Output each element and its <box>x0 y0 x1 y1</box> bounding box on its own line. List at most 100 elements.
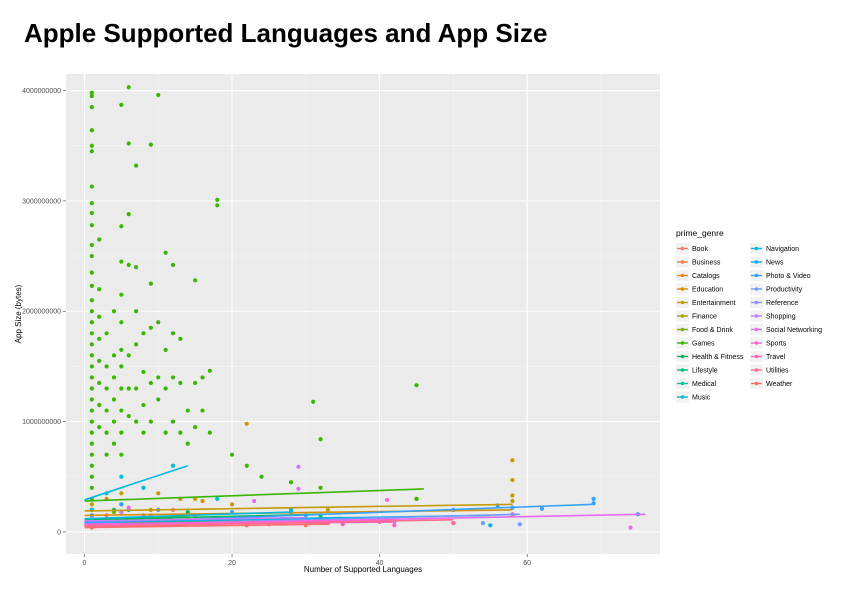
data-point <box>111 419 117 424</box>
data-point <box>119 502 124 507</box>
trend-line <box>84 523 328 529</box>
legend-key-point <box>754 314 759 318</box>
trend-line <box>84 488 424 502</box>
data-point <box>111 441 117 446</box>
data-point <box>178 336 183 341</box>
data-point <box>141 331 146 336</box>
data-point <box>89 485 94 490</box>
legend-key-point <box>680 327 685 332</box>
data-point <box>97 402 102 408</box>
data-point <box>126 212 131 217</box>
data-point <box>628 525 633 530</box>
legend-label: Productivity <box>766 287 803 294</box>
legend-key-point <box>680 341 685 345</box>
legend-key-point <box>754 327 759 332</box>
data-point <box>215 197 220 202</box>
data-point <box>133 386 139 391</box>
data-point <box>148 380 153 386</box>
data-point <box>148 419 153 424</box>
legend-label: Music <box>692 395 711 402</box>
legend-label: Medical <box>692 381 717 388</box>
data-point <box>126 262 131 267</box>
data-point <box>141 402 146 408</box>
legend-label: Travel <box>766 354 786 361</box>
data-point <box>178 380 183 386</box>
data-point <box>392 523 397 528</box>
data-point <box>126 85 131 90</box>
data-point <box>215 203 220 208</box>
y-axis-title: App Size (bytes) <box>14 284 23 343</box>
data-point <box>318 485 323 490</box>
data-point <box>384 497 390 503</box>
legend-label: Food & Drink <box>692 327 733 334</box>
data-point <box>126 353 131 358</box>
legend-key-point <box>680 381 685 386</box>
data-point <box>111 309 117 314</box>
data-point <box>318 437 323 442</box>
data-point <box>111 353 117 358</box>
data-point <box>156 397 161 402</box>
data-point <box>510 493 515 498</box>
legend-label: Catalogs <box>692 273 720 280</box>
data-point <box>89 408 94 413</box>
data-point <box>163 250 168 255</box>
data-point <box>252 498 257 504</box>
data-point <box>126 141 131 146</box>
x-axis-title: Number of Supported Languages <box>304 565 422 574</box>
data-point <box>229 502 235 507</box>
data-point <box>89 502 94 507</box>
data-point <box>89 364 94 369</box>
legend-key-point <box>754 260 759 264</box>
data-point <box>141 485 146 490</box>
legend-label: Utilities <box>766 368 789 375</box>
trend-line <box>84 516 306 522</box>
data-point <box>89 90 94 95</box>
data-layer <box>84 85 646 530</box>
data-point <box>200 408 205 413</box>
data-point <box>193 278 198 283</box>
data-point <box>488 523 493 528</box>
data-point <box>414 383 419 388</box>
data-point <box>89 397 94 402</box>
legend-label: Sports <box>766 341 787 348</box>
y-tick-label: 4000000000 <box>22 88 61 95</box>
data-point <box>510 477 515 483</box>
legend-label: Navigation <box>766 246 799 253</box>
data-point <box>97 314 102 319</box>
data-point <box>89 242 94 248</box>
legend-key-point <box>680 368 685 372</box>
data-point <box>89 283 94 288</box>
data-point <box>89 270 94 275</box>
data-point <box>104 408 109 413</box>
data-point <box>119 408 124 413</box>
data-point <box>451 521 456 526</box>
legend-key-point <box>754 341 759 345</box>
data-point <box>119 474 124 479</box>
legend-title: prime_genre <box>676 228 724 238</box>
data-point <box>119 259 124 264</box>
legend-key-point <box>754 354 759 359</box>
data-point <box>517 522 522 527</box>
trend-line <box>84 518 454 528</box>
data-point <box>111 375 117 380</box>
data-point <box>89 386 94 391</box>
legend-key-point <box>754 368 759 372</box>
data-point <box>133 309 139 314</box>
data-point <box>119 491 124 496</box>
data-point <box>126 386 131 391</box>
data-point <box>119 320 124 325</box>
data-point <box>89 452 94 457</box>
legend-label: Finance <box>692 314 717 321</box>
data-point <box>89 223 94 228</box>
data-point <box>119 430 124 435</box>
data-point <box>89 463 94 468</box>
data-point <box>111 397 117 402</box>
y-tick-label: 3000000000 <box>22 198 61 205</box>
data-point <box>119 386 124 391</box>
data-point <box>104 364 109 369</box>
data-point <box>89 342 94 347</box>
y-tick-label: 1000000000 <box>22 419 61 426</box>
legend-label: Reference <box>766 300 798 307</box>
legend-key-point <box>680 300 685 305</box>
y-tick-label: 2000000000 <box>22 309 61 316</box>
